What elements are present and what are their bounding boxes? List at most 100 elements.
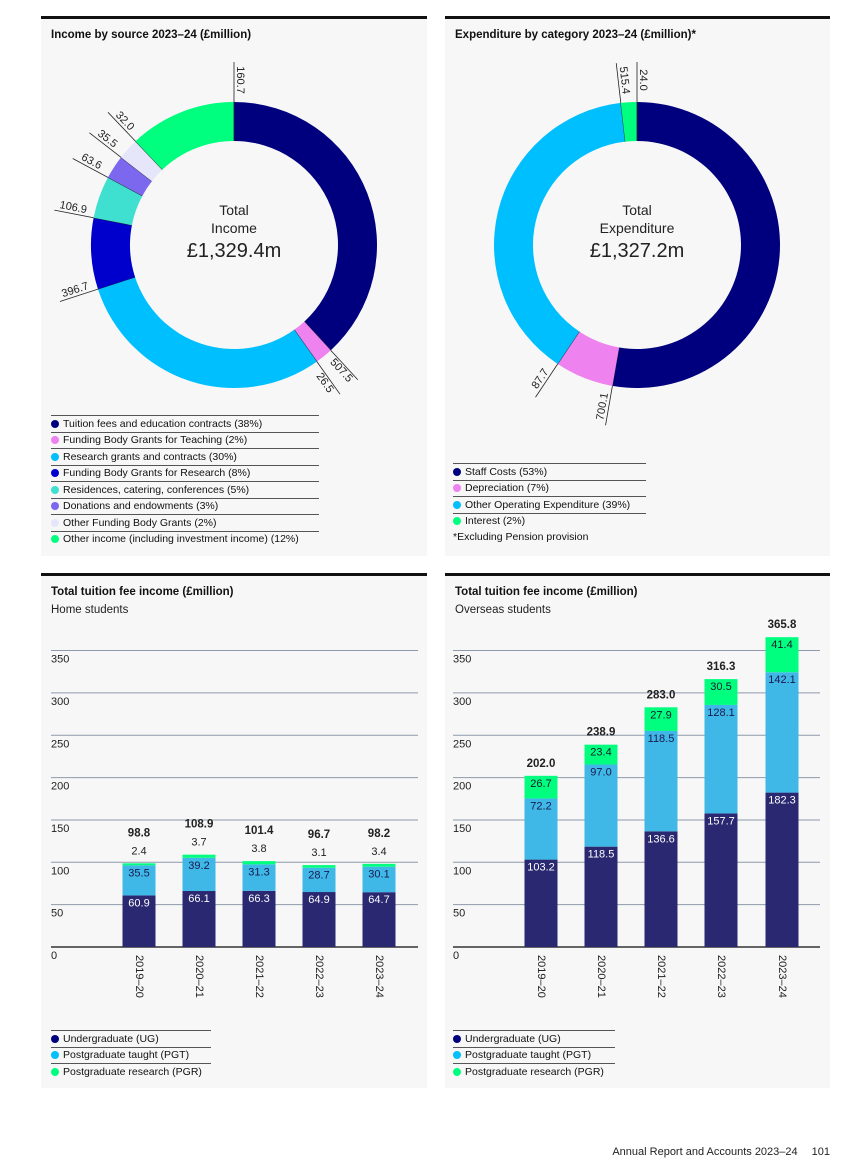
bar-segment bbox=[362, 866, 396, 893]
bar-total-label: 98.8 bbox=[128, 827, 151, 839]
bar-segment bbox=[765, 672, 799, 793]
bar-total-label: 101.4 bbox=[245, 825, 274, 837]
legend-swatch bbox=[51, 1067, 59, 1076]
segment-value-label: 26.7 bbox=[530, 778, 551, 790]
donut-slice bbox=[620, 102, 637, 142]
bar-total-label: 202.0 bbox=[527, 758, 556, 770]
donut-slice bbox=[234, 102, 378, 351]
x-category-label: 2020–21 bbox=[193, 955, 205, 998]
x-category-label: 2020–21 bbox=[595, 955, 607, 998]
slice-value-label: 26.5 bbox=[314, 371, 336, 395]
bar-segment bbox=[182, 857, 216, 892]
segment-value-label: 23.4 bbox=[590, 747, 611, 759]
overseas-legend: Undergraduate (UG) Postgraduate taught (P… bbox=[453, 1030, 615, 1080]
x-category-label: 2022–23 bbox=[715, 955, 727, 998]
y-tick-label: 50 bbox=[453, 908, 465, 920]
bar-segment bbox=[584, 764, 618, 847]
segment-value-label: 60.9 bbox=[128, 897, 149, 909]
home-bar-chart: 0 50 100 150 200 250 300 350 60.9 35.5 2.4 98.8 2019… bbox=[51, 650, 418, 998]
segment-value-label: 3.4 bbox=[371, 846, 386, 858]
bar-total-label: 238.9 bbox=[587, 727, 616, 739]
y-tick-label: 200 bbox=[51, 781, 69, 793]
slice-value-label: 160.7 bbox=[234, 66, 246, 94]
bar-segment bbox=[182, 854, 216, 858]
y-tick-label: 0 bbox=[51, 950, 57, 962]
bar-segment bbox=[644, 707, 678, 731]
donut-slice bbox=[557, 331, 620, 386]
x-category-label: 2021–22 bbox=[655, 955, 667, 998]
bar-total-label: 365.8 bbox=[768, 619, 797, 631]
segment-value-label: 128.1 bbox=[707, 707, 735, 719]
overseas-tuition-panel: Total tuition fee income (£million) Over… bbox=[445, 573, 830, 1088]
segment-value-label: 157.7 bbox=[707, 815, 735, 827]
bar-segment bbox=[644, 730, 678, 832]
legend-label: Donations and endowments (3%) bbox=[63, 500, 219, 513]
legend-swatch bbox=[453, 1067, 461, 1076]
legend-swatch bbox=[51, 452, 59, 461]
segment-value-label: 30.1 bbox=[368, 869, 389, 881]
slice-value-label: 106.9 bbox=[59, 199, 88, 216]
legend-swatch bbox=[51, 1051, 59, 1060]
bar-segment bbox=[242, 890, 276, 947]
bar-segment bbox=[122, 865, 156, 896]
donut-slice bbox=[612, 102, 780, 388]
x-category-label: 2022–23 bbox=[313, 955, 325, 998]
overseas-bar-chart: 0 50 100 150 200 250 300 350 103.2 72.2 26.7 202.0 2… bbox=[453, 619, 820, 998]
donut-slice bbox=[121, 141, 163, 182]
leader-line bbox=[605, 347, 620, 426]
legend-label: Funding Body Grants for Research (8%) bbox=[63, 467, 251, 480]
page-footer: Annual Report and Accounts 2023–24 101 bbox=[612, 1146, 830, 1158]
x-category-label: 2023–24 bbox=[373, 955, 385, 998]
slice-value-label: 515.4 bbox=[617, 66, 632, 95]
income-panel: Income by source 2023–24 (£million) 507.… bbox=[41, 16, 427, 556]
legend-swatch bbox=[51, 469, 59, 478]
legend-label: Other Operating Expenditure (39%) bbox=[465, 498, 631, 511]
overseas-chart-subtitle: Overseas students bbox=[455, 604, 551, 616]
bar-segment bbox=[362, 892, 396, 947]
y-tick-label: 150 bbox=[51, 823, 69, 835]
bar-segment bbox=[704, 813, 738, 947]
bar-segment bbox=[302, 865, 336, 868]
bar-segment bbox=[765, 637, 799, 673]
bar-total-label: 316.3 bbox=[707, 661, 736, 673]
legend-swatch bbox=[453, 517, 461, 526]
bar-segment bbox=[765, 792, 799, 947]
segment-value-label: 3.1 bbox=[311, 847, 326, 859]
legend-swatch bbox=[51, 436, 59, 445]
expenditure-panel: Expenditure by category 2023–24 (£millio… bbox=[445, 16, 830, 556]
donut-slice bbox=[494, 102, 626, 364]
donut-slice bbox=[107, 157, 152, 196]
legend-label: Funding Body Grants for Teaching (2%) bbox=[63, 434, 248, 447]
donut-slice bbox=[135, 102, 234, 170]
income-donut-chart: 507.526.5396.7106.963.635.532.0160.7Tota… bbox=[54, 62, 378, 395]
legend-swatch bbox=[51, 485, 59, 494]
segment-value-label: 64.9 bbox=[308, 894, 329, 906]
page-number: 101 bbox=[811, 1146, 830, 1158]
segment-value-label: 3.7 bbox=[191, 837, 206, 849]
legend-swatch bbox=[453, 500, 461, 509]
legend-swatch bbox=[51, 502, 59, 511]
bar-segment bbox=[242, 864, 276, 891]
leader-line bbox=[615, 63, 626, 142]
legend-label: Tuition fees and education contracts (38… bbox=[63, 417, 263, 430]
y-tick-label: 250 bbox=[51, 738, 69, 750]
legend-label: Other income (including investment incom… bbox=[63, 533, 299, 546]
y-tick-label: 200 bbox=[453, 781, 471, 793]
donut-slice bbox=[294, 321, 331, 362]
segment-value-label: 27.9 bbox=[650, 709, 671, 721]
y-tick-label: 350 bbox=[453, 654, 471, 666]
y-tick-label: 100 bbox=[51, 865, 69, 877]
bar-segment bbox=[122, 895, 156, 947]
legend-label: Postgraduate research (PGR) bbox=[465, 1065, 604, 1078]
legend-item: Other Operating Expenditure (39%) bbox=[453, 496, 646, 513]
report-title: Annual Report and Accounts 2023–24 bbox=[612, 1146, 798, 1158]
center-label-line2: Income bbox=[211, 220, 257, 236]
segment-value-label: 64.7 bbox=[368, 894, 389, 906]
segment-value-label: 182.3 bbox=[768, 795, 796, 807]
legend-label: Postgraduate research (PGR) bbox=[63, 1065, 202, 1078]
x-category-label: 2019–20 bbox=[133, 955, 145, 998]
segment-value-label: 41.4 bbox=[771, 639, 792, 651]
legend-item: Funding Body Grants for Teaching (2%) bbox=[51, 431, 319, 449]
income-chart-title: Income by source 2023–24 (£million) bbox=[51, 29, 252, 41]
